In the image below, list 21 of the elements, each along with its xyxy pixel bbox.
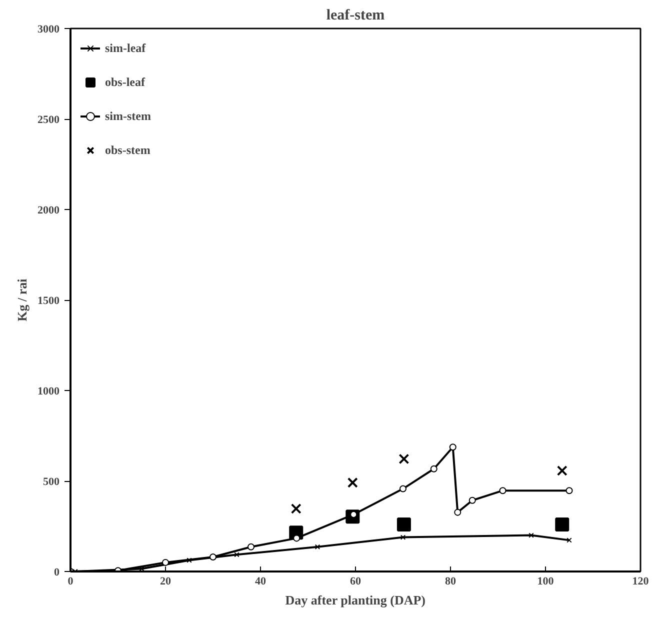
x-axis-title: Day after planting (DAP) — [285, 592, 426, 608]
x-tick-label: 80 — [445, 576, 456, 588]
y-tick-label: 0 — [54, 566, 60, 578]
chart-title: leaf-stem — [326, 8, 386, 24]
legend-label: sim-stem — [105, 108, 151, 124]
y-tick-label: 1500 — [38, 295, 60, 307]
x-tick-label: 120 — [632, 576, 650, 588]
x-tick-label: 60 — [350, 576, 362, 588]
legend-label: sim-leaf — [105, 40, 146, 56]
x-tick-label: 0 — [68, 576, 74, 588]
legend-label: obs-leaf — [105, 74, 145, 90]
y-tick-label: 500 — [43, 476, 60, 488]
x-tick-label: 100 — [537, 576, 554, 588]
legend-label: obs-stem — [105, 142, 150, 158]
y-tick-label: 1000 — [38, 386, 60, 398]
y-axis-title: Kg / rai — [14, 278, 30, 322]
y-tick-label: 2000 — [38, 204, 60, 216]
y-tick-label: 2500 — [38, 114, 60, 126]
x-tick-label: 20 — [160, 576, 172, 588]
x-tick-label: 40 — [255, 576, 266, 588]
y-tick-label: 3000 — [38, 24, 60, 36]
